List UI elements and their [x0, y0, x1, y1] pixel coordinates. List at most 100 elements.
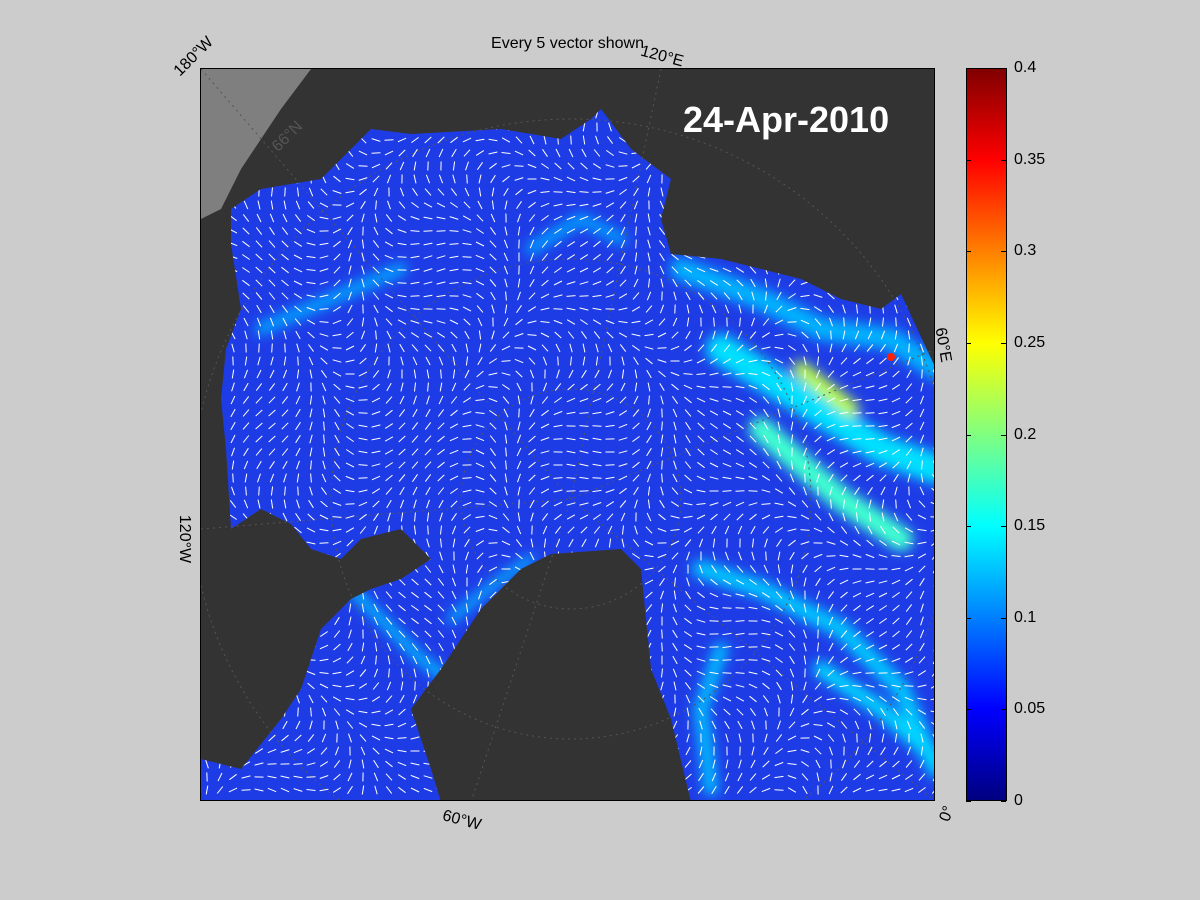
plot-title: Every 5 vector shown [491, 35, 644, 52]
drift-vector [735, 620, 745, 622]
drift-vector [618, 463, 628, 467]
drift-vector [360, 746, 366, 756]
drift-vector [566, 215, 576, 221]
drift-vector [567, 526, 575, 534]
drift-vector [270, 499, 274, 509]
drift-vector [891, 540, 901, 546]
drift-vector [722, 593, 732, 597]
drift-vector [879, 357, 887, 365]
drift-vector [735, 501, 745, 507]
drift-vector [463, 383, 471, 391]
drift-vector [297, 356, 299, 366]
drift-vector [932, 564, 934, 574]
drift-vector [659, 578, 665, 586]
drift-vector [854, 720, 860, 730]
drift-vector [839, 384, 849, 390]
drift-vector [644, 540, 654, 546]
drift-vector [306, 281, 316, 285]
drift-vector [385, 773, 393, 781]
drift-vector [334, 409, 340, 417]
drift-vector [384, 449, 394, 455]
drift-vector [371, 397, 381, 403]
drift-vector [699, 746, 703, 756]
drift-vector [684, 669, 692, 677]
drift-vector [748, 592, 758, 598]
drift-vector [451, 577, 457, 587]
drift-vector [881, 512, 885, 522]
drift-vector [542, 525, 548, 535]
drift-vector [839, 554, 849, 558]
drift-vector [348, 733, 352, 743]
drift-vector [787, 775, 797, 779]
drift-vector [933, 447, 934, 457]
drift-vector [826, 710, 836, 714]
drift-vector [297, 486, 299, 496]
drift-vector [685, 746, 691, 756]
drift-vector [854, 487, 860, 495]
drift-vector [358, 489, 368, 493]
drift-vector [724, 772, 730, 782]
drift-vector [410, 243, 420, 245]
drift-vector [582, 356, 586, 366]
drift-vector [425, 486, 431, 496]
drift-vector [359, 188, 367, 196]
drift-vector [566, 502, 576, 506]
drift-vector [306, 670, 316, 676]
drift-vector [787, 307, 797, 311]
drift-vector [488, 138, 498, 142]
drift-vector [829, 772, 833, 782]
drift-vector [606, 136, 614, 144]
drift-vector [853, 357, 861, 365]
drift-vector [696, 385, 706, 389]
drift-vector [567, 383, 575, 391]
drift-vector [698, 330, 704, 340]
drift-vector [530, 512, 534, 522]
drift-vector [865, 788, 875, 792]
drift-vector [332, 228, 342, 234]
drift-vector [373, 668, 379, 678]
drift-vector [735, 449, 745, 455]
drift-vector [865, 450, 875, 454]
drift-vector [580, 383, 588, 391]
drift-vector [661, 642, 663, 652]
drift-vector [661, 668, 663, 678]
drift-vector [920, 746, 924, 756]
drift-vector [358, 399, 368, 401]
drift-vector [295, 720, 301, 730]
drift-vector [657, 347, 667, 349]
drift-vector [257, 473, 261, 483]
drift-vector [892, 370, 900, 378]
drift-vector [386, 681, 392, 691]
drift-vector [660, 278, 664, 288]
drift-vector [592, 177, 602, 181]
drift-vector [567, 331, 575, 339]
drift-vector [712, 538, 716, 548]
drift-vector [722, 659, 732, 661]
drift-vector [751, 720, 755, 730]
drift-vector [243, 200, 249, 210]
drift-vector [592, 294, 602, 298]
drift-vector [750, 525, 756, 535]
drift-vector [776, 460, 782, 470]
drift-vector [905, 617, 913, 625]
drift-vector [410, 762, 420, 766]
drift-vector [437, 409, 445, 417]
drift-vector [465, 161, 469, 171]
drift-vector [333, 773, 341, 781]
drift-vector [645, 526, 653, 534]
drift-vector [554, 162, 562, 170]
drift-vector [579, 191, 589, 193]
drift-vector [554, 331, 562, 339]
drift-vector [817, 616, 819, 626]
drift-vector [878, 398, 888, 402]
drift-vector [618, 423, 628, 429]
drift-vector [449, 243, 459, 245]
drift-vector [685, 590, 691, 600]
drift-vector [671, 487, 679, 495]
drift-vector [710, 578, 718, 586]
drift-vector [802, 694, 808, 704]
drift-vector [904, 787, 914, 793]
drift-vector [293, 763, 303, 765]
drift-vector [618, 176, 628, 182]
drift-vector [439, 655, 443, 665]
